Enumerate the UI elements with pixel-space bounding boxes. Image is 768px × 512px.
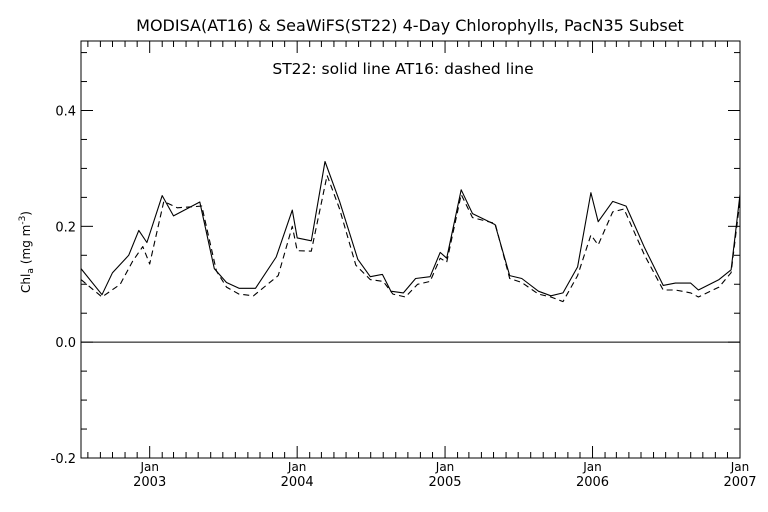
chart-annotation: ST22: solid line AT16: dashed line: [272, 60, 533, 78]
axis-ticks: [81, 41, 741, 459]
x-tick-year-label: 2006: [576, 475, 609, 490]
x-tick-month-label: Jan: [730, 460, 750, 474]
y-tick-label: -0.2: [51, 452, 76, 467]
y-axis-label-main: Chl: [19, 274, 33, 293]
plot-frame: [80, 40, 741, 459]
x-tick-year-label: 2003: [133, 475, 166, 490]
chart-title: MODISA(AT16) & SeaWiFS(ST22) 4-Day Chlor…: [136, 16, 684, 35]
y-axis-label-unit: (mg m: [19, 225, 33, 265]
x-tick-month-label: Jan: [139, 460, 159, 474]
x-tick-year-label: 2005: [428, 475, 461, 490]
x-tick-month-label: Jan: [287, 460, 307, 474]
svg-text:Chla(mg m-3): Chla (mg m-3): [18, 211, 36, 293]
y-axis-label-exponent: -3: [18, 216, 28, 225]
series-line-st22: [80, 160, 741, 297]
y-tick-label: 0.2: [55, 220, 76, 235]
y-tick-label: 0.0: [55, 336, 76, 351]
x-tick-month-label: Jan: [582, 460, 602, 474]
series-layer: [80, 160, 741, 303]
y-axis-label-close: ): [19, 211, 33, 216]
x-tick-year-label: 2004: [281, 475, 314, 490]
tick-labels: -0.20.00.20.4Jan2003Jan2004Jan2005Jan200…: [51, 105, 757, 491]
y-tick-label: 0.4: [55, 105, 76, 120]
series-line-at16: [80, 174, 741, 303]
y-axis-label: Chla (mg m-3): [18, 211, 36, 293]
y-axis-label-subscript: a: [26, 268, 36, 274]
x-tick-year-label: 2007: [723, 475, 756, 490]
x-tick-month-label: Jan: [435, 460, 455, 474]
